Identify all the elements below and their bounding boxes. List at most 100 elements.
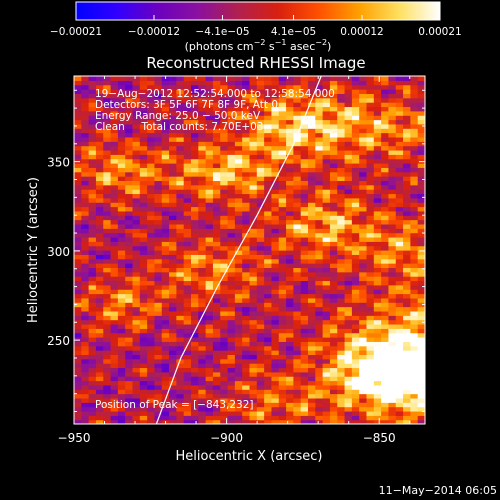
heatmap-cell [169, 297, 177, 303]
heatmap-cell [417, 254, 425, 260]
heatmap-cell [234, 158, 243, 164]
heatmap-cell [344, 106, 353, 112]
heatmap-cell [169, 228, 177, 234]
heatmap-cell [410, 93, 419, 99]
heatmap-cell [169, 410, 177, 416]
heatmap-cell [329, 419, 338, 424]
heatmap-cell [271, 371, 280, 377]
heatmap-cell [359, 393, 368, 399]
heatmap-cell [366, 402, 375, 408]
heatmap-cell [293, 128, 302, 134]
heatmap-cell [337, 328, 346, 334]
heatmap-cell [373, 228, 382, 234]
heatmap-cell [293, 306, 302, 312]
heatmap-cell [227, 345, 236, 351]
heatmap-cell [337, 397, 346, 403]
heatmap-cell [154, 176, 163, 181]
heatmap-cell [139, 149, 148, 155]
heatmap-cell [322, 410, 331, 416]
heatmap-cell [139, 110, 148, 116]
heatmap-cell [205, 415, 214, 421]
heatmap-cell [329, 376, 338, 382]
heatmap-cell [110, 219, 119, 225]
heatmap-cell [329, 354, 338, 360]
heatmap-cell [220, 284, 229, 290]
heatmap-cell [337, 263, 346, 268]
heatmap-cell [373, 184, 382, 190]
heatmap-cell [176, 180, 185, 186]
heatmap-cell [337, 180, 346, 186]
heatmap-cell [286, 315, 294, 321]
heatmap-cell [169, 406, 177, 412]
heatmap-cell [410, 319, 419, 325]
heatmap-cell [198, 384, 207, 390]
heatmap-cell [176, 393, 185, 399]
heatmap-cell [183, 232, 192, 238]
heatmap-cell [286, 154, 294, 160]
heatmap-cell [74, 219, 82, 225]
heatmap-cell [388, 302, 397, 308]
heatmap-cell [139, 293, 148, 299]
heatmap-cell [110, 210, 119, 216]
heatmap-cell [198, 380, 207, 386]
heatmap-cell [117, 167, 126, 173]
heatmap-cell [381, 297, 390, 303]
heatmap-cell [198, 263, 207, 268]
heatmap-cell [103, 232, 112, 238]
heatmap-cell [117, 115, 126, 121]
heatmap-cell [242, 180, 251, 186]
heatmap-cell [81, 354, 90, 360]
heatmap-cell [308, 171, 316, 177]
heatmap-cell [293, 415, 302, 421]
heatmap-cell [125, 337, 134, 342]
heatmap-cell [322, 115, 331, 121]
heatmap-cell [293, 193, 302, 199]
heatmap-cell [110, 376, 119, 382]
heatmap-cell [417, 389, 425, 395]
heatmap-cell [344, 241, 353, 247]
heatmap-cell [147, 389, 156, 395]
heatmap-cell [110, 302, 119, 308]
heatmap-cell [264, 415, 273, 421]
heatmap-cell [205, 80, 214, 86]
heatmap-cell [117, 97, 126, 103]
heatmap-cell [322, 93, 331, 99]
heatmap-cell [227, 123, 236, 129]
heatmap-cell [286, 176, 294, 181]
heatmap-cell [95, 219, 104, 225]
heatmap-cell [183, 97, 192, 103]
heatmap-cell [110, 206, 119, 212]
heatmap-cell [337, 210, 346, 216]
heatmap-cell [395, 297, 404, 303]
heatmap-cell [147, 171, 156, 177]
heatmap-cell [366, 154, 375, 160]
heatmap-cell [125, 167, 134, 173]
heatmap-cell [256, 258, 265, 264]
heatmap-cell [359, 341, 368, 347]
heatmap-cell [337, 406, 346, 412]
heatmap-cell [395, 189, 404, 195]
heatmap-cell [198, 319, 207, 325]
heatmap-cell [242, 393, 251, 399]
heatmap-cell [322, 384, 331, 390]
heatmap-cell [388, 341, 397, 347]
heatmap-cell [74, 97, 82, 103]
heatmap-cell [344, 219, 353, 225]
heatmap-cell [278, 345, 287, 351]
heatmap-cell [293, 115, 302, 121]
heatmap-cell [161, 193, 170, 199]
heatmap-cell [88, 219, 97, 225]
heatmap-cell [74, 267, 82, 273]
heatmap-cell [234, 380, 243, 386]
heatmap-cell [110, 267, 119, 273]
heatmap-cell [95, 115, 104, 121]
heatmap-cell [388, 376, 397, 382]
heatmap-cell [132, 284, 141, 290]
heatmap-cell [183, 384, 192, 390]
heatmap-cell [198, 280, 207, 286]
heatmap-cell [388, 367, 397, 373]
heatmap-cell [249, 97, 258, 103]
heatmap-cell [351, 241, 360, 247]
heatmap-cell [88, 241, 97, 247]
heatmap-cell [373, 323, 382, 329]
